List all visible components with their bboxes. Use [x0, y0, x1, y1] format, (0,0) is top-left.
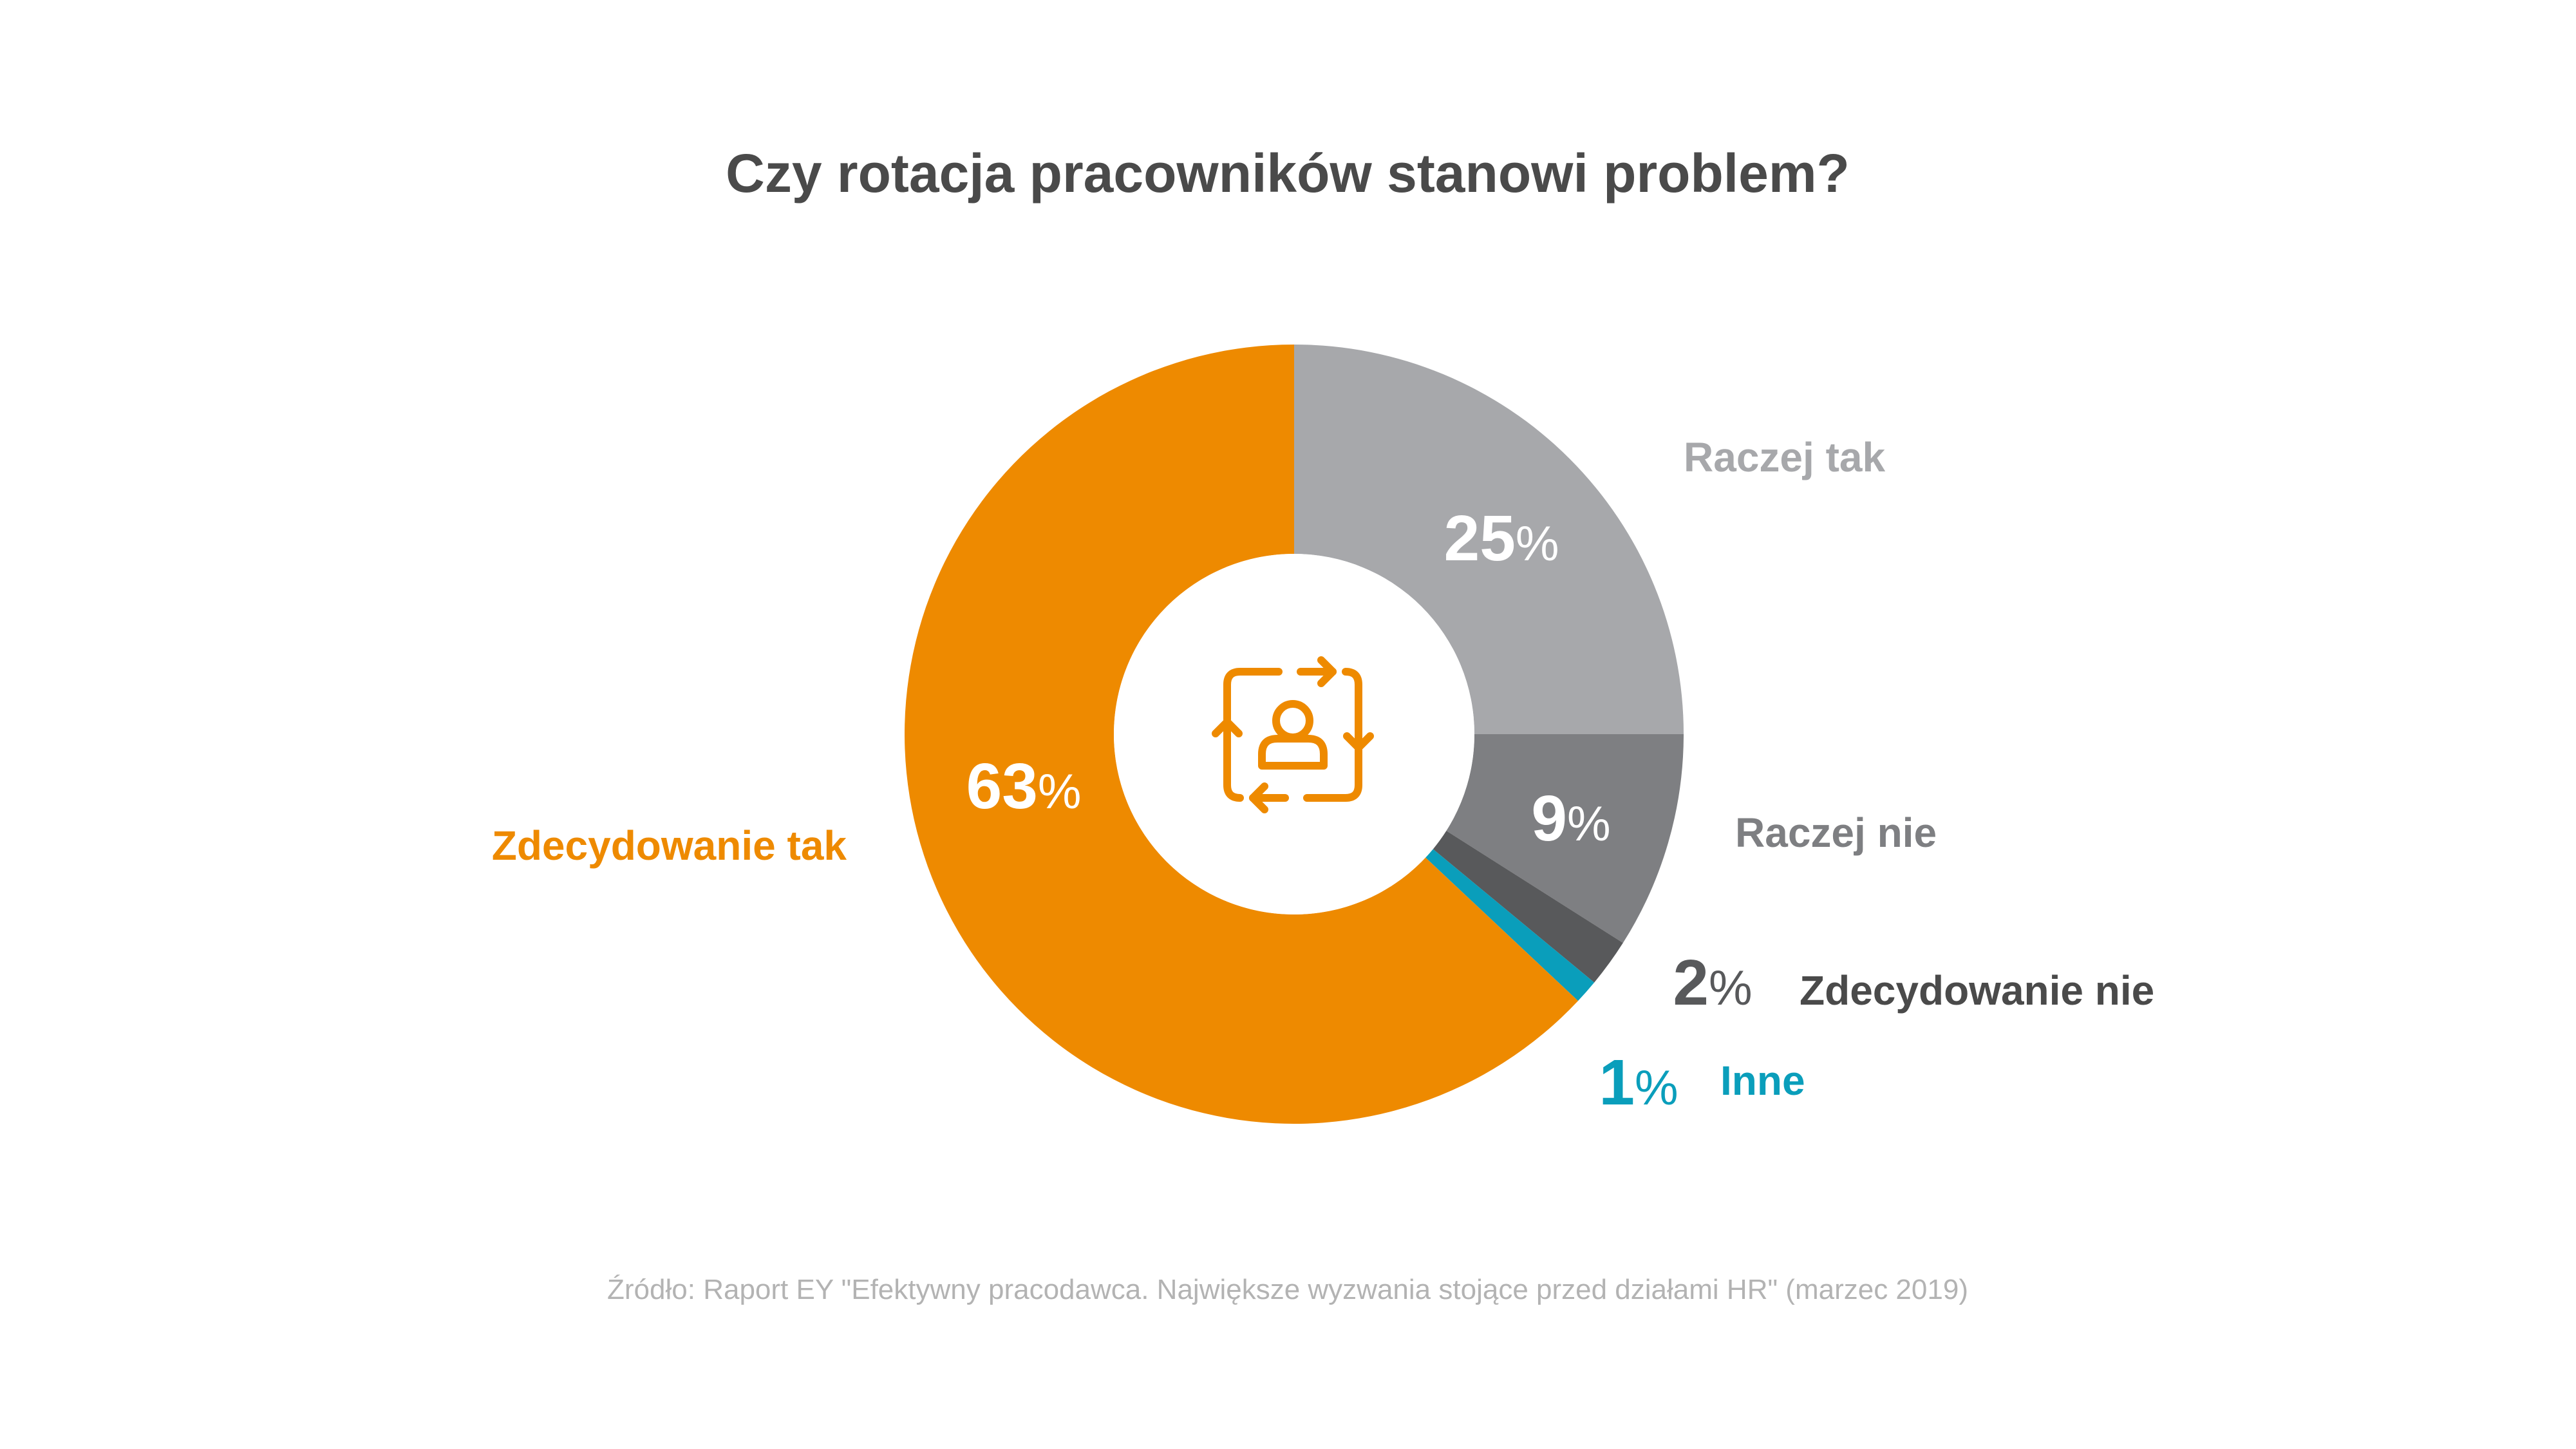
employee-rotation-icon	[1212, 656, 1374, 813]
value-label-raczej-tak: 25%	[1444, 502, 1559, 574]
slice-labels: 25% Raczej tak 9% Raczej nie 2% Zdecydowanie …	[492, 434, 2155, 1119]
value-label-zdecydowanie-tak: 63%	[966, 750, 1082, 822]
category-label-inne: Inne	[1720, 1057, 1805, 1104]
value-label-inne: 1%	[1599, 1046, 1678, 1119]
category-label-raczej-tak: Raczej tak	[1684, 434, 1885, 480]
category-label-zdecydowanie-nie: Zdecydowanie nie	[1800, 967, 2154, 1014]
slice-raczej-nie	[1446, 734, 1684, 943]
value-label-raczej-nie: 9%	[1531, 782, 1610, 855]
value-label-zdecydowanie-nie: 2%	[1673, 947, 1752, 1019]
category-label-zdecydowanie-tak: Zdecydowanie tak	[492, 822, 847, 869]
chart-title: Czy rotacja pracowników stanowi problem?	[726, 143, 1850, 204]
source-note: Źródło: Raport EY "Efektywny pracodawca.…	[607, 1274, 1968, 1305]
category-label-raczej-nie: Raczej nie	[1735, 810, 1937, 856]
slice-zdecydowanie-tak	[905, 345, 1579, 1124]
slice-raczej-tak	[1294, 345, 1684, 734]
slice-zdecydowanie-nie	[1433, 831, 1623, 983]
slice-inne	[1425, 849, 1595, 1001]
